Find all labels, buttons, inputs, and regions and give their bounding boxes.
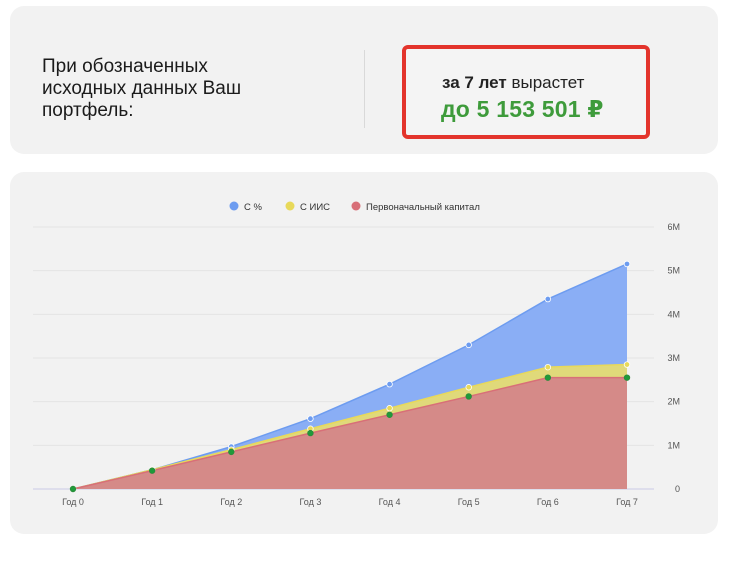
legend-label: С ИИС: [300, 202, 330, 213]
data-point: [386, 411, 393, 418]
legend-label: Первоначальный капитал: [366, 202, 480, 213]
x-tick-label: Год 6: [537, 497, 559, 507]
data-point: [623, 374, 631, 381]
legend-marker: [229, 201, 239, 211]
data-point: [228, 448, 235, 456]
result-period: за 7 лет: [442, 73, 507, 92]
data-point: [544, 374, 552, 381]
x-tick-label: Год 7: [616, 497, 638, 507]
data-point: [623, 361, 631, 368]
series-line-2: [72, 376, 627, 490]
data-point: [544, 363, 552, 371]
x-tick-label: Год 1: [141, 497, 163, 507]
summary-divider: [364, 50, 365, 128]
x-tick-label: Год 3: [300, 497, 322, 507]
data-point: [465, 341, 472, 349]
summary-card: При обозначенных исходных данных Ваш пор…: [10, 6, 718, 154]
y-tick-label: 3M: [667, 353, 680, 363]
result-amount: до 5 153 501 ₽: [441, 96, 604, 122]
data-point: [465, 393, 472, 400]
legend-marker: [351, 201, 361, 211]
data-point: [307, 429, 314, 437]
y-tick-label: 6M: [667, 222, 680, 232]
y-tick-label: 0: [675, 484, 680, 494]
x-tick-label: Год 5: [458, 497, 480, 507]
data-point: [148, 467, 156, 474]
result-highlight-box: за 7 лет вырастет до 5 153 501 ₽: [402, 45, 650, 139]
data-point: [623, 260, 631, 268]
data-point: [307, 415, 314, 422]
y-tick-label: 2M: [667, 397, 680, 407]
growth-area-chart: 0 1M 2M 3M 4M 5M 6M Год 0 Год 1 Год 2 Год 3 Год 4 Го…: [33, 201, 680, 507]
series-area-2: [73, 377, 627, 489]
data-point: [386, 405, 393, 412]
x-tick-label: Год 2: [220, 497, 242, 507]
data-point: [544, 295, 552, 303]
y-tick-label: 4M: [667, 309, 680, 319]
series-line-1: [72, 363, 628, 490]
result-period-line: за 7 лет вырастет: [442, 73, 584, 93]
y-tick-label: 1M: [667, 440, 680, 450]
y-tick-label: 5M: [667, 266, 680, 276]
legend-marker: [285, 201, 295, 211]
summary-description: При обозначенных исходных данных Ваш пор…: [42, 56, 242, 121]
x-tick-label: Год 0: [62, 497, 84, 507]
data-point: [386, 380, 393, 388]
data-point: [465, 384, 472, 391]
legend-label: С %: [244, 202, 263, 213]
chart-card: 0 1M 2M 3M 4M 5M 6M Год 0 Год 1 Год 2 Год 3 Год 4 Го…: [10, 172, 718, 534]
data-point: [69, 485, 77, 493]
result-grows-word: вырастет: [511, 73, 585, 92]
x-tick-label: Год 4: [379, 497, 401, 507]
